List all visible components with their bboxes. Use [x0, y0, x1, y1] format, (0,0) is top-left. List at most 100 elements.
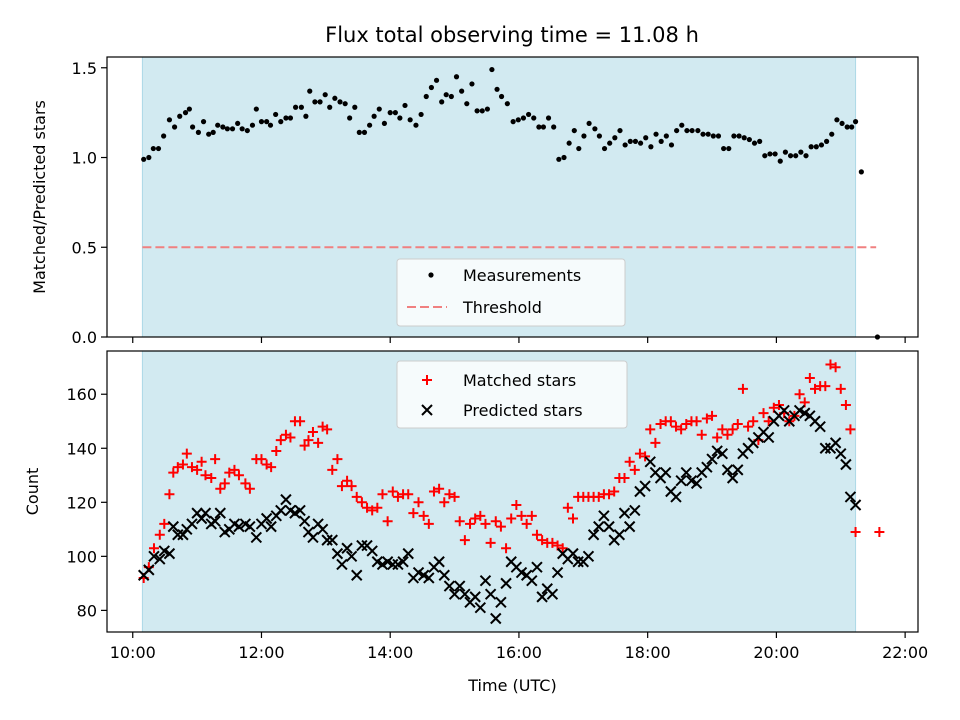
matched-star-point [154, 529, 165, 540]
matched-star-point [372, 502, 383, 513]
measurement-point [571, 127, 577, 134]
matched-star-point [215, 483, 226, 494]
matched-star-point [367, 505, 378, 516]
measurement-point [695, 127, 701, 134]
matched-star-point [285, 432, 296, 443]
measurement-point [283, 115, 289, 121]
matched-star-point [511, 500, 522, 511]
measurement-point [229, 126, 236, 132]
measurement-point [494, 86, 500, 92]
matched-star-point [640, 451, 651, 462]
measurement-point [312, 99, 318, 105]
measurement-point [418, 111, 424, 118]
matched-star-point [604, 489, 615, 500]
measurement-point [757, 138, 763, 144]
measurement-point [576, 145, 582, 152]
matched-star-point [547, 537, 558, 548]
matched-star-point [229, 464, 240, 475]
measurement-point [220, 124, 226, 130]
matched-star-point [408, 508, 419, 519]
predicted-star-point [172, 529, 184, 541]
measurement-point [668, 142, 675, 148]
predicted-star-point [835, 447, 847, 460]
measurement-point [777, 158, 783, 164]
matched-star-point [593, 491, 604, 502]
predicted-star-point [448, 588, 461, 600]
matched-star-point [773, 400, 784, 411]
measurement-point [206, 131, 212, 137]
matched-star-point [835, 383, 846, 394]
y-tick-label: 0.5 [72, 238, 97, 257]
matched-star-point [758, 408, 769, 419]
predicted-star-point [716, 447, 729, 460]
legend-predicted-label: Predicted stars [463, 401, 583, 420]
matched-star-point [307, 427, 318, 438]
matched-star-point [727, 424, 738, 435]
measurement-point [751, 140, 758, 146]
x-tick-label: 10:00 [110, 643, 156, 662]
measurement-point [249, 122, 256, 128]
predicted-star-point [701, 461, 713, 473]
matched-star-point [707, 410, 718, 421]
matched-star-point [356, 497, 367, 508]
measurement-point [264, 119, 270, 125]
y-tick-label: 1.5 [72, 59, 97, 78]
matched-star-point [439, 497, 450, 508]
matched-star-point [701, 413, 712, 424]
matched-star-point [465, 518, 476, 529]
matched-star-point [748, 416, 759, 427]
matched-star-point [444, 489, 455, 500]
measurement-point [849, 124, 855, 130]
measurement-point [643, 135, 649, 141]
predicted-star-point [402, 547, 414, 560]
predicted-star-point [356, 539, 368, 552]
predicted-star-point [298, 515, 311, 527]
measurement-point [637, 140, 644, 146]
measurement-point [433, 77, 440, 83]
measurement-point [166, 117, 173, 123]
measurement-point [244, 127, 250, 134]
measurement-point [536, 124, 542, 130]
measurement-point [215, 122, 221, 128]
measurement-point [520, 115, 527, 121]
matched-star-point [557, 543, 568, 554]
matched-star-point [322, 424, 333, 435]
measurement-point [741, 135, 747, 141]
measurement-point [818, 142, 825, 148]
matched-star-point [172, 462, 183, 473]
matched-star-point [387, 486, 398, 497]
matched-star-point [665, 416, 676, 427]
predicted-star-point [443, 580, 456, 592]
measurement-point [210, 129, 216, 135]
matched-star-point [634, 448, 645, 459]
predicted-star-point [351, 569, 363, 581]
predicted-star-point [526, 574, 538, 587]
predicted-star-point [195, 512, 208, 525]
matched-star-point [624, 456, 635, 467]
matched-star-point [732, 418, 743, 429]
measurement-point [787, 153, 794, 159]
matched-star-point [681, 418, 692, 429]
predicted-star-point [844, 491, 857, 503]
measurement-point [689, 127, 695, 134]
predicted-star-point [490, 612, 502, 625]
matched-star-point [521, 518, 532, 529]
matched-star-point [722, 429, 733, 440]
matched-star-point [850, 527, 861, 538]
matched-star-point [459, 535, 470, 546]
predicted-star-point [726, 472, 739, 484]
matched-star-point [200, 470, 211, 481]
predicted-star-point [275, 504, 287, 517]
predicted-star-point [819, 442, 832, 454]
x-axis-label: Time (UTC) [467, 676, 556, 695]
measurement-point [402, 102, 408, 109]
predicted-star-point [721, 464, 734, 476]
matched-star-point [266, 462, 277, 473]
axes-frame [106, 350, 919, 633]
predicted-star-point [321, 534, 333, 546]
predicted-star-point [163, 547, 176, 560]
predicted-star-point [307, 531, 319, 544]
predicted-star-point [177, 529, 189, 541]
matched-star-point [233, 470, 244, 481]
measurement-point [674, 127, 680, 134]
